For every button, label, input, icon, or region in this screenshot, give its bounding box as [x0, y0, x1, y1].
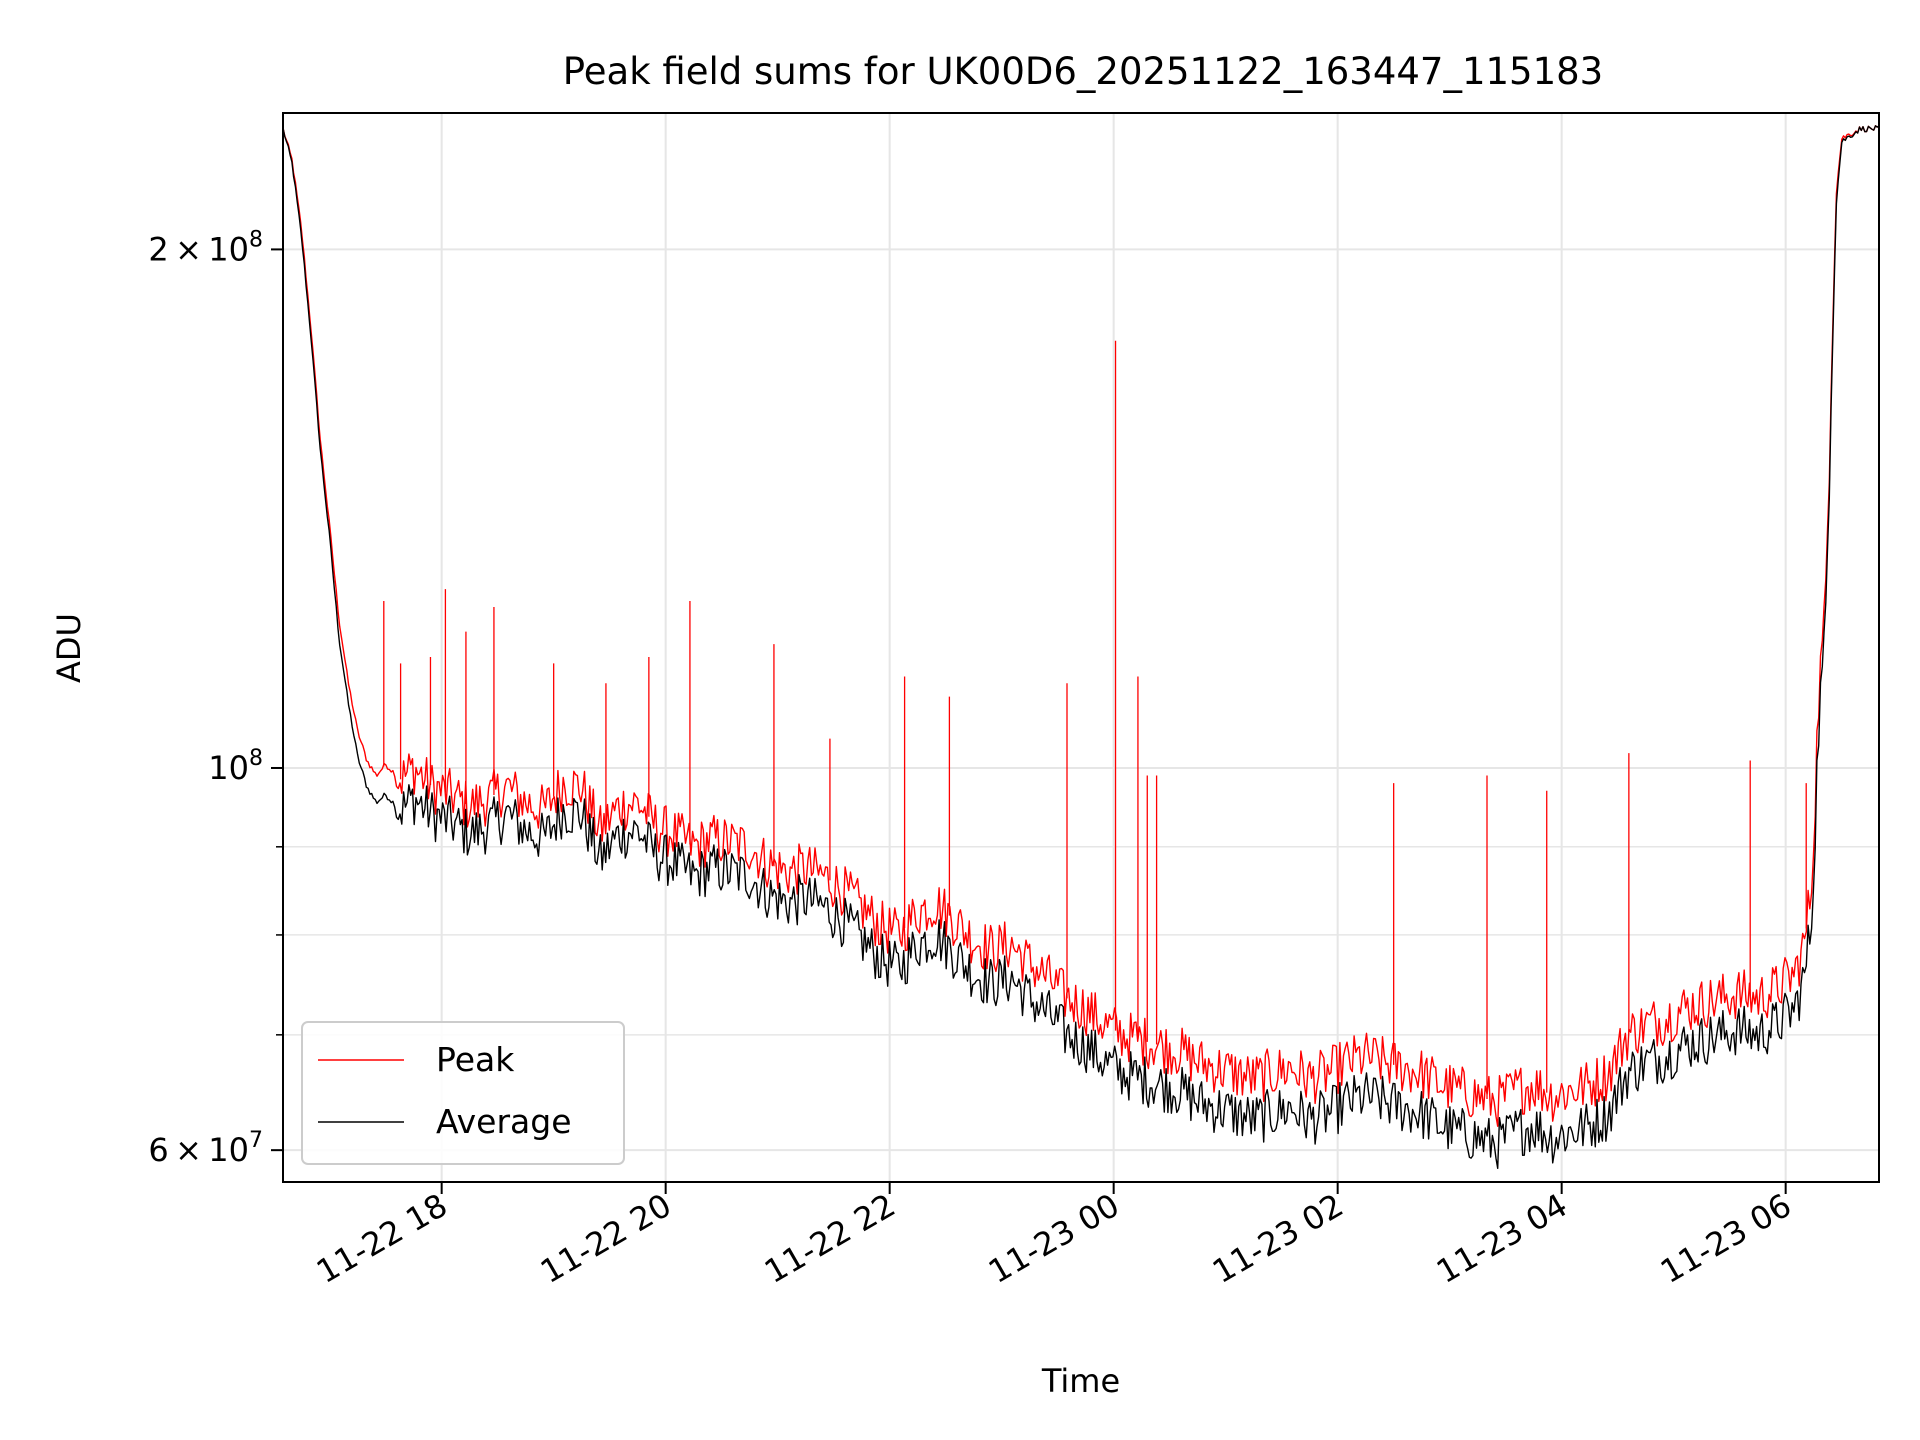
y-tick-label: 6 × 107	[148, 1128, 263, 1169]
average-series-line	[283, 125, 1879, 1169]
y-tick-label: 2 × 108	[148, 227, 263, 268]
plot-frame	[282, 112, 1880, 1183]
legend: Peak Average	[301, 1021, 625, 1165]
peak-series-line	[283, 125, 1879, 1127]
x-axis-label: Time	[1041, 1362, 1120, 1400]
y-tick-label: 108	[208, 746, 263, 787]
legend-average-label: Average	[436, 1102, 572, 1141]
legend-box	[301, 1021, 625, 1165]
peak-spikes	[383, 340, 1807, 1099]
series-lines	[283, 125, 1879, 1169]
chart-title: Peak field sums for UK00D6_20251122_1634…	[563, 50, 1603, 93]
y-axis-label: ADU	[50, 613, 88, 683]
y-axis-ticks: 6 × 107 108 2 × 108	[148, 227, 283, 1169]
legend-peak-label: Peak	[436, 1040, 515, 1079]
y-minor-ticks	[276, 846, 283, 1036]
